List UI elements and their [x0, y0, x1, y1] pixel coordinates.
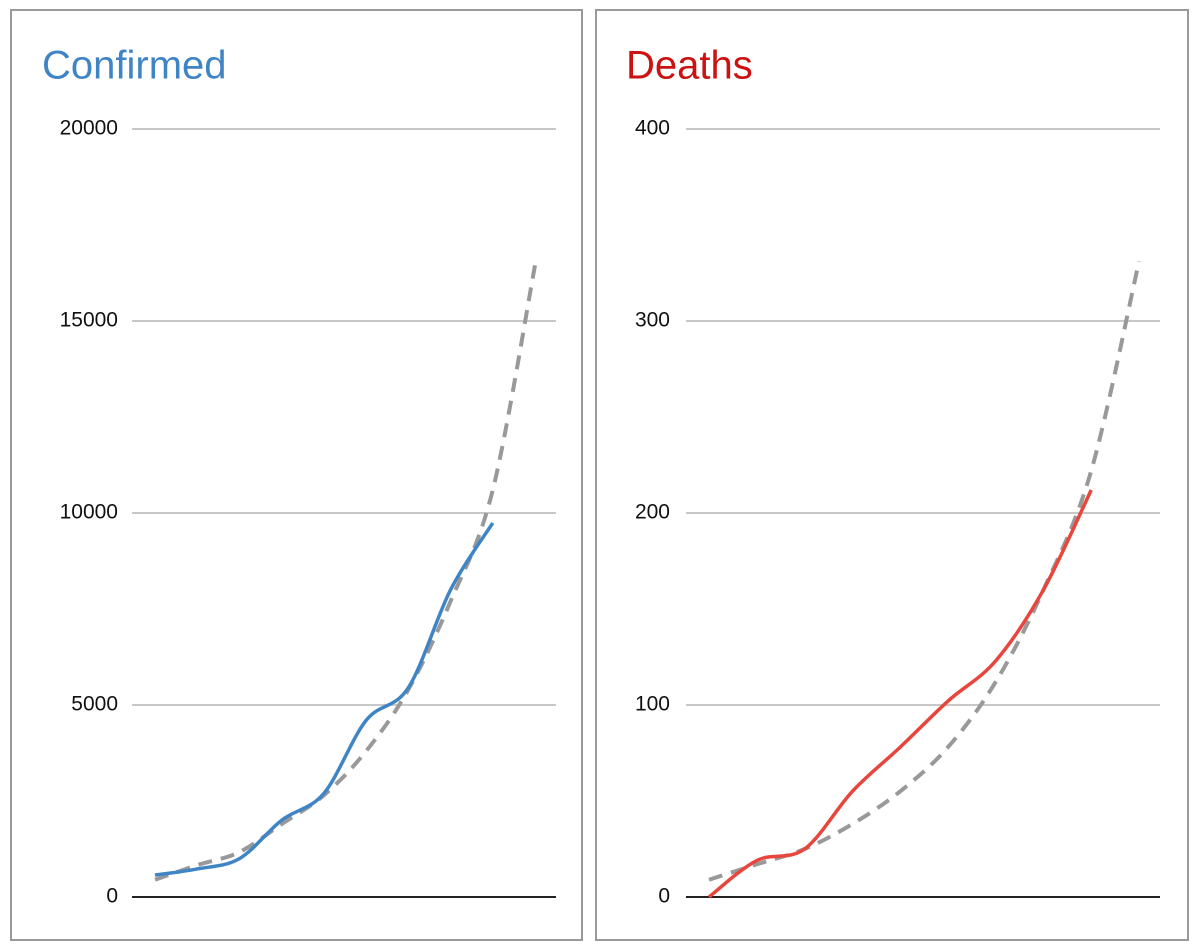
y-tick-label: 15000 [60, 309, 118, 332]
series-line [154, 522, 495, 877]
series-line [154, 264, 537, 882]
y-tick-label: 100 [635, 693, 670, 716]
chart-title: Deaths [626, 44, 753, 88]
y-tick-label: 0 [658, 885, 670, 908]
y-tick-label: 200 [635, 501, 670, 524]
panel [595, 9, 1189, 941]
series-line [708, 261, 1141, 882]
y-tick-label: 0 [106, 885, 118, 908]
chart-title: Confirmed [42, 44, 227, 88]
y-tick-label: 5000 [71, 693, 118, 716]
y-tick-label: 20000 [60, 117, 118, 140]
series-line [707, 489, 1093, 899]
y-tick-label: 300 [635, 309, 670, 332]
y-tick-label: 400 [635, 117, 670, 140]
panel [10, 9, 583, 941]
y-tick-label: 10000 [60, 501, 118, 524]
